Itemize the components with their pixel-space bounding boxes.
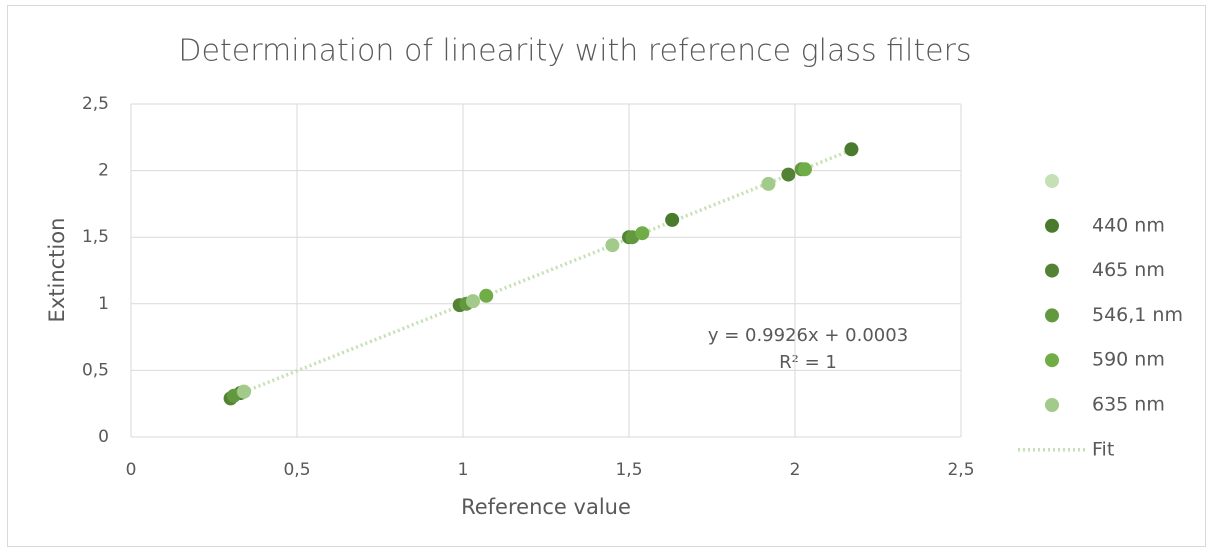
legend-marker bbox=[1045, 398, 1059, 412]
y-tick-label: 2 bbox=[98, 161, 109, 181]
y-axis-label: Extinction bbox=[45, 218, 69, 323]
chart-border bbox=[7, 5, 1206, 547]
legend-marker bbox=[1045, 353, 1059, 368]
point bbox=[605, 238, 620, 253]
legend-marker bbox=[1045, 308, 1059, 323]
point bbox=[479, 288, 494, 303]
legend-marker bbox=[1045, 174, 1059, 188]
x-tick-label: 2,5 bbox=[947, 460, 974, 480]
trend-r2: R² = 1 bbox=[779, 352, 837, 373]
trendline bbox=[229, 147, 856, 399]
chart-title: Determination of linearity with referenc… bbox=[178, 34, 971, 69]
point bbox=[465, 294, 480, 309]
y-tick-label: 1,5 bbox=[82, 227, 109, 247]
legend-label: 635 nm bbox=[1092, 394, 1165, 416]
legend-label: 590 nm bbox=[1092, 349, 1165, 371]
y-tick-label: 0,5 bbox=[82, 360, 109, 380]
legend-label: 465 nm bbox=[1092, 259, 1165, 281]
legend-label: Fit bbox=[1092, 438, 1114, 460]
x-tick-label: 0,5 bbox=[283, 460, 310, 480]
x-tick-label: 1,5 bbox=[615, 460, 642, 480]
point bbox=[797, 162, 812, 177]
legend-marker bbox=[1045, 263, 1059, 278]
point bbox=[665, 212, 680, 227]
x-tick-label: 1 bbox=[458, 460, 469, 480]
legend-label: 546,1 nm bbox=[1092, 304, 1183, 326]
trend-equation: y = 0.9926x + 0.0003 bbox=[708, 325, 908, 346]
x-tick-label: 0 bbox=[126, 460, 137, 480]
legend-label: 440 nm bbox=[1092, 214, 1165, 236]
point bbox=[781, 167, 796, 182]
point bbox=[761, 176, 776, 191]
y-tick-label: 0 bbox=[98, 427, 109, 447]
point bbox=[635, 226, 650, 241]
point bbox=[236, 384, 251, 399]
x-tick-label: 2 bbox=[790, 460, 801, 480]
y-tick-label: 1 bbox=[98, 294, 109, 314]
y-tick-label: 2,5 bbox=[82, 94, 109, 114]
x-axis-label: Reference value bbox=[461, 495, 631, 519]
legend-marker bbox=[1045, 218, 1059, 233]
point bbox=[844, 142, 859, 157]
